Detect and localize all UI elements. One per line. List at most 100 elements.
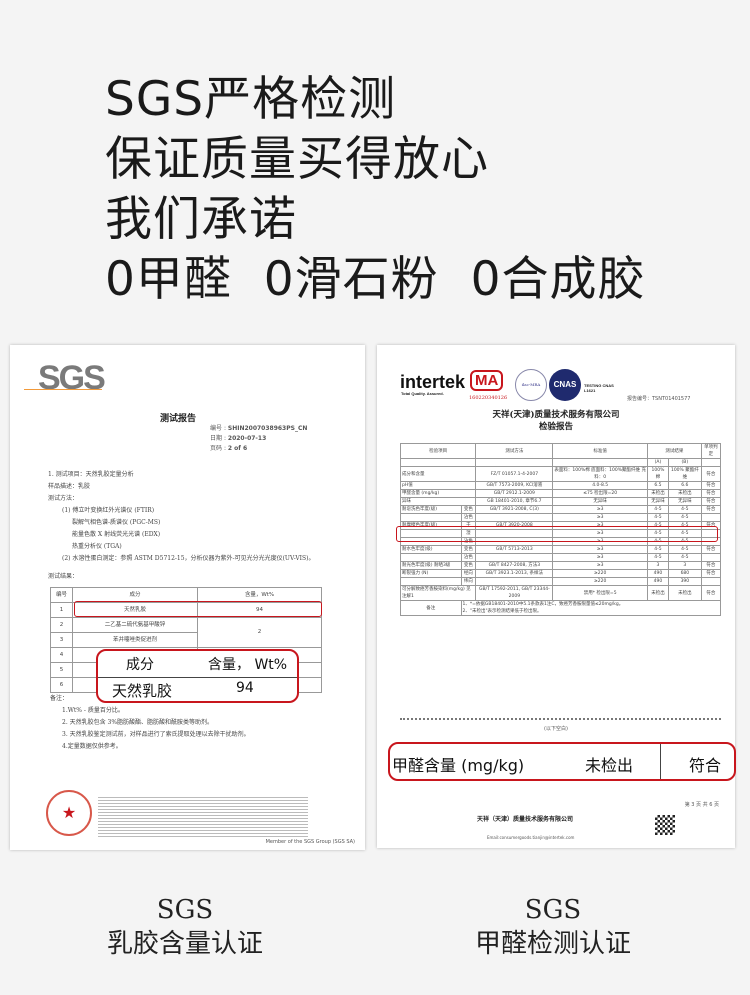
table-cell: 4-5	[667, 545, 702, 554]
table-row: 耐水色牢度(级) 变色 GB/T 5713-2013 ≥3 4-5 4-5 符合	[400, 545, 722, 554]
page-number: 第 3 页 共 6 页	[684, 802, 719, 808]
table-cell: 4-5	[646, 505, 669, 514]
table-cell: 100% 聚酯纤维	[667, 466, 702, 482]
table-cell: 4.0-8.5	[552, 481, 648, 490]
table-cell	[475, 577, 554, 586]
qr-code-icon	[655, 815, 675, 835]
table-row: 沾色 ≥3 4-5 4-5	[400, 553, 722, 562]
callout-value-component: 天然乳胶	[112, 682, 173, 700]
footer-company: 天祥（天津）质量技术服务有限公司	[477, 816, 574, 823]
table-cell	[700, 553, 722, 562]
headline-line-1: SGS严格检测	[105, 72, 397, 127]
table-cell: 3	[646, 561, 669, 570]
table-cell: 符合	[700, 489, 722, 498]
table-cell: ≥3	[552, 553, 648, 562]
table-cell: 4-5	[667, 513, 702, 522]
table-cell: 无异味	[646, 497, 669, 506]
notes: 备注： 1.Wt% - 质量百分比。 2. 天然乳胶包含 3%脂肪酸酯、脂肪酸和酰…	[50, 695, 250, 750]
table-cell: 异味	[399, 497, 477, 506]
table-cell: ≥3	[552, 561, 648, 570]
table-cell: 变色	[460, 505, 477, 514]
left-caption: SGS 乳胶含量认证	[35, 893, 335, 961]
note: 2、"未检出"表示检测结果低于检出限。	[462, 609, 542, 614]
table-row: 异味 GB 18401-2010, 章节6.7 无异味 无异味 无异味 符合	[399, 497, 722, 506]
sgs-logo-line	[24, 389, 102, 390]
callout-divider	[660, 744, 661, 779]
table-row: 甲醛含量 (mg/kg) GB/T 2912.1-2009 ≤75 检出限=20 未检…	[399, 489, 722, 498]
callout-item: 甲醛含量 (mg/kg)	[392, 756, 525, 775]
table-row: 纬向 ≥220 490 390	[400, 577, 722, 586]
report-title: 测试报告	[160, 414, 197, 424]
table-cell: 纬向	[460, 577, 477, 586]
table-cell: 未检出	[646, 585, 669, 601]
report-title: 检验报告	[538, 422, 573, 432]
table-cell: 表面料：100%棉 底面料：100%聚酯纤维 充料：0	[552, 466, 648, 482]
table-cell	[700, 577, 722, 586]
table-cell: 成分和含量	[399, 466, 477, 482]
table-end-rule	[400, 718, 721, 720]
report-number: 报告编号：TSNT01401577	[627, 396, 691, 402]
table-cell: 符合	[700, 466, 722, 482]
notes-row: 备注 1、*=依据GB18401-2010中5.1条款表1注C，致癌芳香胺限量值≤…	[400, 600, 722, 616]
table-cell: ≥220	[552, 569, 648, 578]
table-cell: 无异味	[552, 497, 648, 506]
table-cell: 680	[667, 569, 702, 578]
formaldehyde-highlight-callout: 甲醛含量 (mg/kg) 未检出 符合	[388, 742, 736, 781]
left-caption-subtitle: 乳胶含量认证	[106, 929, 263, 959]
table-row: 断裂强力 (N) 经向 GB/T 3923.1-2013, 条样法 ≥220 490 68…	[400, 569, 722, 578]
table-cell: ≥3	[552, 545, 648, 554]
table-cell: 经向	[460, 569, 477, 578]
table-cell: 符合	[700, 585, 722, 601]
highlight-row	[74, 601, 322, 617]
seal-stamp-icon: ★	[46, 790, 92, 836]
table-cell: 符合	[700, 481, 722, 490]
table-cell: GB/T 7573-2009, KCl溶液	[475, 481, 554, 490]
company-name: 天祥(天津)质量技术服务有限公司	[492, 410, 620, 420]
intertek-tagline: Total Quality. Assured.	[401, 391, 444, 396]
ma-logo: MA	[470, 370, 504, 391]
table-cell: 4-5	[646, 553, 669, 562]
table-row: 沾色 ≥3 4-5 4-5	[400, 513, 722, 522]
table-cell: GB 18401-2010, 章节6.7	[475, 497, 554, 506]
table-cell: 可分解致癌芳香胺染料(mg/kg) 见注解1	[399, 585, 477, 601]
table-cell: 4-5	[646, 545, 669, 554]
table-cell: 符合	[700, 497, 722, 506]
table-cell: 无异味	[667, 497, 702, 506]
table-cell: 沾色	[460, 553, 477, 562]
table-row: 可分解致癌芳香胺染料(mg/kg) 见注解1 GB/T 17592-2011, G…	[399, 585, 722, 601]
notes-label: 备注	[400, 600, 462, 616]
callout-divider	[98, 677, 297, 678]
note: 1、*=依据GB18401-2010中5.1条款表1注C，致癌芳香胺限量值≤20…	[462, 602, 624, 607]
sgs-report: SGS 测试报告 编号 : SHIN2007038963PS_CN 日期 : 2…	[10, 345, 365, 850]
highlight-row	[396, 526, 718, 542]
inspection-table: 检验项目 测试方法 标准值 测试结果 单项判定 (A) (B) 成分和含量 FZ/T 010…	[399, 443, 722, 616]
right-caption: SGS 甲醛检测认证	[403, 893, 703, 961]
callout-result: 未检出	[585, 756, 634, 775]
ilac-logo: ilac-MRA	[515, 369, 547, 401]
headline-line-4: 0甲醛 0滑石粉 0合成胶	[105, 252, 646, 307]
left-caption-title: SGS	[156, 895, 214, 925]
table-cell	[400, 553, 462, 562]
table-cell	[475, 553, 554, 562]
table-cell: 6.5	[646, 481, 669, 490]
table-cell: GB/T 3923.1-2013, 条样法	[475, 569, 554, 578]
table-cell: 6.6	[667, 481, 702, 490]
table-cell: 未检出	[646, 489, 669, 498]
table-cell: ≥3	[552, 505, 648, 514]
table-cell: 变色	[460, 561, 477, 570]
table-cell: 耐光色牢度(级) 耐晒3级	[400, 561, 462, 570]
table-cell: 100% 棉	[646, 466, 669, 482]
right-caption-subtitle: 甲醛检测认证	[474, 929, 631, 959]
callout-verdict: 符合	[689, 756, 722, 775]
notes-cell: 1、*=依据GB18401-2010中5.1条款表1注C，致癌芳香胺限量值≤20…	[460, 600, 722, 616]
table-cell: 沾色	[460, 513, 477, 522]
callout-value-content: 94	[236, 680, 254, 696]
ma-number: 160220340126	[469, 395, 508, 401]
legal-fine-print	[98, 797, 308, 837]
table-cell: 甲醛含量 (mg/kg)	[399, 489, 477, 498]
table-cell: ≥220	[552, 577, 648, 586]
table-cell	[400, 513, 462, 522]
table-cell: 符合	[700, 569, 722, 578]
report-meta: 编号 : SHIN2007038963PS_CN 日期 : 2020-07-13…	[210, 425, 308, 452]
table-cell: 耐水色牢度(级)	[400, 545, 462, 554]
